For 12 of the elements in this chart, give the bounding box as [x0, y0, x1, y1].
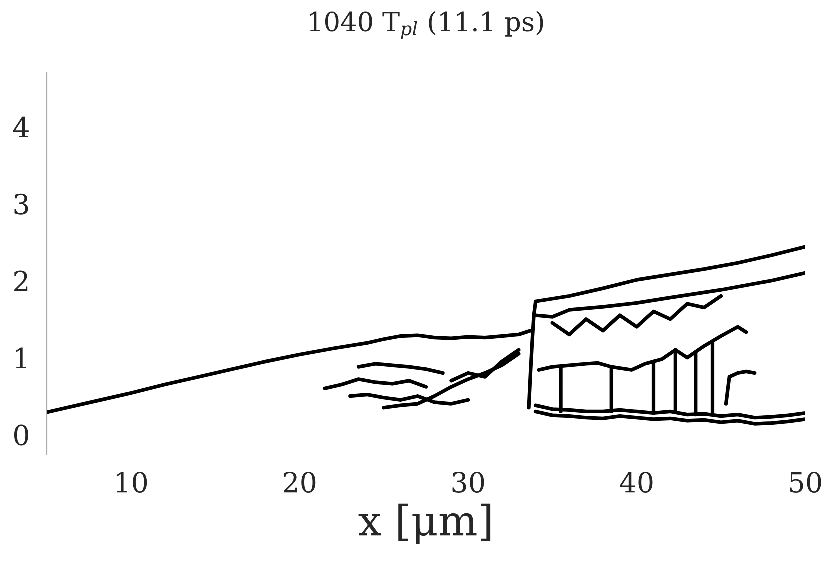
- y-tick-label: 0: [14, 424, 28, 446]
- y-tick-label: 3: [14, 194, 28, 215]
- x-tick-label: 20: [284, 472, 316, 493]
- y-tick-label: 4: [14, 116, 29, 138]
- y-tick-label: 2: [14, 270, 28, 292]
- x-axis-title: x [μm]: [358, 504, 491, 544]
- y-tick-label: 1: [16, 348, 26, 368]
- x-tick-label: 50: [790, 472, 822, 493]
- x-tick-label: 30: [452, 472, 484, 493]
- x-tick-label: 40: [620, 472, 653, 493]
- chart-title: 1040 T$_{pl}$ (11.1 ps): [310, 11, 544, 40]
- x-tick-label: 10: [116, 472, 148, 493]
